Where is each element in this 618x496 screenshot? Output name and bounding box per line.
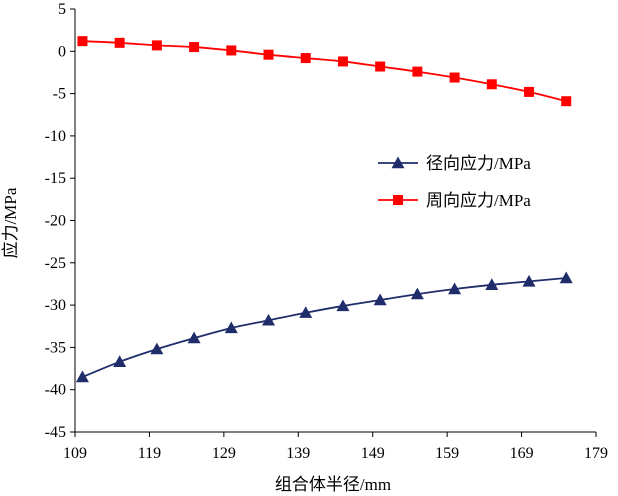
y-tick-label: -25	[45, 255, 66, 272]
y-tick-label: -10	[45, 128, 66, 145]
series-line	[82, 277, 567, 378]
legend-marker	[391, 156, 405, 169]
y-tick-label: -40	[45, 382, 66, 399]
data-point	[75, 370, 89, 383]
legend-item-2: 周向应力/MPa	[378, 191, 531, 210]
data-point	[300, 53, 311, 64]
x-tick-label: 169	[510, 445, 534, 462]
y-tick-label: -45	[45, 424, 66, 441]
series-layer	[75, 36, 573, 383]
y-tick-label: -35	[45, 339, 66, 356]
legend: 径向应力/MPa 周向应力/MPa	[378, 154, 531, 210]
data-point	[410, 287, 424, 300]
x-tick-label: 109	[63, 445, 87, 462]
data-point	[375, 61, 386, 72]
data-point	[486, 79, 497, 90]
data-point	[299, 306, 313, 318]
data-point	[262, 313, 276, 326]
axes	[70, 8, 597, 437]
data-point	[522, 274, 536, 287]
legend-item-1: 径向应力/MPa	[378, 154, 531, 173]
data-point	[189, 42, 200, 53]
y-axis-title: 应力/MPa	[1, 187, 20, 258]
y-tick-label: -5	[53, 86, 66, 103]
data-point	[336, 299, 350, 312]
data-point	[187, 331, 201, 344]
x-tick-label: 129	[212, 445, 236, 462]
y-tick-label: -30	[45, 297, 66, 314]
data-point	[559, 271, 573, 284]
x-tick-label: 119	[138, 445, 161, 462]
data-point	[150, 342, 164, 355]
x-axis-title: 组合体半径/mm	[275, 475, 391, 494]
data-point	[485, 278, 499, 290]
data-point	[561, 96, 572, 107]
data-point	[151, 40, 162, 51]
x-tick-label: 159	[435, 445, 459, 462]
data-point	[412, 66, 423, 77]
y-tick-label: -15	[45, 170, 66, 187]
data-point	[337, 56, 348, 67]
data-point	[77, 36, 88, 47]
data-point	[524, 86, 535, 97]
x-tick-label: 179	[584, 445, 608, 462]
legend-label: 周向应力/MPa	[426, 191, 531, 210]
data-point	[224, 321, 238, 334]
data-point	[373, 293, 387, 306]
data-point	[226, 45, 237, 56]
legend-label: 径向应力/MPa	[426, 154, 531, 173]
data-point	[449, 72, 460, 83]
legend-marker	[393, 195, 403, 205]
x-tick-label: 149	[361, 445, 385, 462]
y-tick-label: 5	[58, 1, 66, 18]
data-point	[448, 282, 462, 295]
y-tick-label: 0	[58, 43, 66, 60]
data-point	[114, 37, 125, 48]
x-tick-label: 139	[286, 445, 310, 462]
series-2	[77, 36, 572, 107]
data-point	[113, 355, 127, 367]
data-point	[263, 49, 274, 60]
tick-labels: 5 0 -5 -10 -15 -20 -25 -30 -35 -40 -45 109 119 129 139…	[45, 1, 608, 462]
y-tick-label: -20	[45, 213, 66, 230]
series-1	[75, 271, 573, 383]
